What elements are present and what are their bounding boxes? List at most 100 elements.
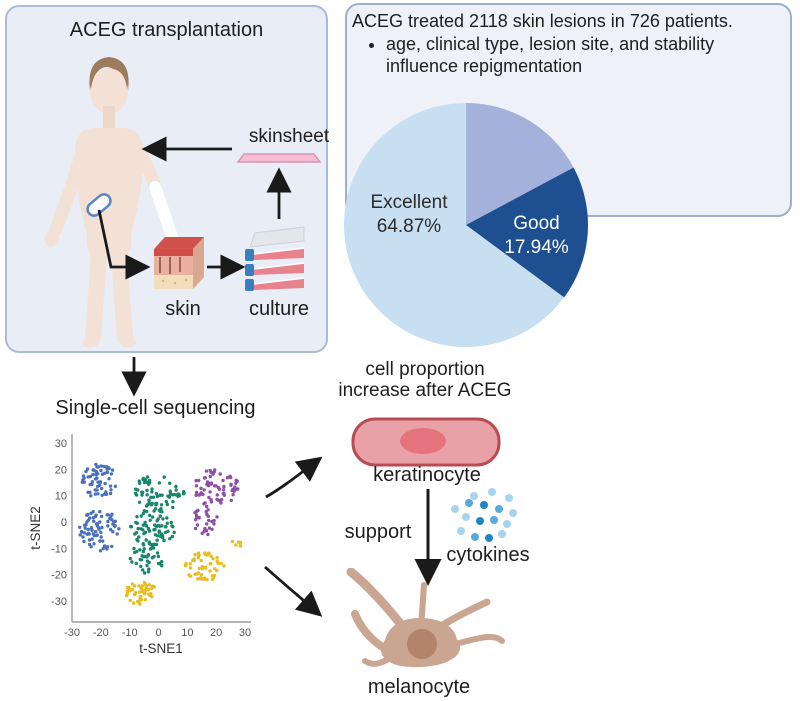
depigmented-forearm bbox=[149, 181, 179, 246]
cluster-yellow-point bbox=[206, 551, 211, 555]
cluster-green-point bbox=[182, 491, 186, 495]
cluster-green-point bbox=[141, 511, 146, 516]
cytokine-dot bbox=[457, 527, 465, 535]
skin-hypodermis bbox=[154, 275, 193, 289]
cluster-green-point bbox=[154, 492, 159, 496]
cluster-yellow-point bbox=[203, 552, 208, 557]
x-tick-label: -10 bbox=[122, 627, 138, 639]
cluster-purple-point bbox=[217, 487, 222, 491]
cluster-yellow-point bbox=[189, 574, 193, 578]
cluster-green-point bbox=[152, 528, 156, 532]
cluster-blue-point bbox=[107, 466, 111, 470]
flask-edge bbox=[252, 277, 305, 285]
cluster-green-point bbox=[158, 534, 163, 538]
cluster-blue-point bbox=[78, 533, 82, 537]
cluster-green-point bbox=[147, 498, 151, 503]
cytokine-dot bbox=[476, 517, 484, 525]
cluster-blue-point bbox=[106, 519, 110, 524]
cluster-yellow-point bbox=[197, 576, 202, 581]
keratinocyte-nucleus bbox=[400, 428, 446, 454]
cluster-blue-point bbox=[102, 464, 106, 469]
neck bbox=[103, 106, 115, 128]
cluster-green-point bbox=[157, 481, 162, 485]
sequencing-heading: Single-cell sequencing bbox=[55, 397, 256, 419]
cluster-purple-point bbox=[195, 508, 200, 513]
cluster-green-point bbox=[150, 487, 154, 491]
cluster-purple-point bbox=[210, 519, 214, 524]
cluster-blue-point bbox=[82, 523, 87, 527]
cluster-blue-point bbox=[111, 530, 115, 534]
cluster-blue-point bbox=[82, 539, 86, 544]
cluster-purple-point bbox=[194, 484, 199, 488]
cluster-yellow-point bbox=[147, 583, 151, 587]
cluster-blue-point bbox=[91, 532, 95, 536]
cell-proportion-line2: increase after ACEG bbox=[338, 380, 512, 401]
cluster-green-point bbox=[158, 514, 162, 518]
cluster-yellow-point bbox=[144, 584, 149, 588]
cluster-blue-point bbox=[97, 527, 101, 531]
cluster-green-point bbox=[150, 515, 155, 519]
cluster-yellow-point bbox=[219, 561, 223, 566]
skin-label: skin bbox=[165, 298, 201, 320]
cluster-green-point bbox=[147, 541, 152, 546]
cluster-yellow-point bbox=[193, 572, 197, 576]
cluster-blue-point bbox=[105, 470, 110, 474]
cluster-blue-point bbox=[98, 510, 102, 514]
flask-cap bbox=[245, 264, 254, 276]
cluster-yellow-point bbox=[215, 559, 219, 564]
cluster-purple-point bbox=[207, 526, 212, 530]
cluster-purple-point bbox=[206, 532, 210, 537]
cluster-blue-point bbox=[94, 513, 98, 517]
x-tick-label: 20 bbox=[210, 627, 222, 639]
cluster-blue-point bbox=[106, 545, 110, 549]
cytokine-dot bbox=[462, 513, 470, 521]
cluster-green-point bbox=[141, 549, 145, 554]
cluster-green-point bbox=[154, 542, 159, 547]
cluster-blue-point bbox=[88, 474, 93, 479]
cluster-green-point bbox=[142, 509, 146, 513]
cluster-green-point bbox=[139, 558, 144, 562]
cluster-purple-point bbox=[201, 492, 205, 497]
cluster-blue-point bbox=[101, 546, 105, 551]
cluster-yellow-point bbox=[199, 558, 203, 563]
cluster-yellow-point bbox=[125, 589, 130, 594]
y-axis-title: t-SNE2 bbox=[28, 506, 43, 550]
cluster-green-point bbox=[157, 529, 161, 533]
culture-label: culture bbox=[248, 298, 310, 320]
pie-chart bbox=[343, 103, 588, 347]
cluster-yellow-point bbox=[204, 566, 208, 570]
right-leg bbox=[85, 239, 107, 345]
cluster-green-point bbox=[145, 475, 150, 479]
cluster-green-point bbox=[160, 510, 164, 514]
flask-media bbox=[253, 263, 304, 275]
cell-proportion-heading: cell proportion increase after ACEG bbox=[330, 359, 520, 401]
cluster-green-point bbox=[144, 538, 148, 542]
cluster-green-point bbox=[145, 559, 150, 563]
cluster-green-point bbox=[162, 538, 166, 543]
cluster-purple-point bbox=[210, 527, 214, 531]
cluster-blue-point bbox=[108, 484, 113, 488]
cluster-purple-point bbox=[202, 502, 206, 506]
cluster-purple-point bbox=[231, 487, 235, 492]
cluster-blue-point bbox=[88, 482, 92, 487]
cluster-yellow-point bbox=[128, 598, 132, 603]
cluster-blue-point bbox=[93, 492, 98, 496]
cluster-purple-point bbox=[195, 523, 200, 527]
cluster-green-point bbox=[155, 494, 160, 499]
cluster-green-point bbox=[145, 563, 149, 568]
cluster-blue-point bbox=[84, 469, 88, 474]
cytokine-dot bbox=[495, 505, 503, 513]
cluster-green-point bbox=[143, 520, 147, 525]
cluster-blue-point bbox=[100, 493, 104, 497]
cluster-blue-point bbox=[83, 526, 87, 530]
cluster-green-point bbox=[154, 501, 159, 506]
pie-label-excellent-name: Excellent bbox=[370, 192, 448, 213]
cluster-purple-point bbox=[219, 498, 224, 502]
fat-cell bbox=[173, 281, 177, 285]
cluster-yellow-point bbox=[130, 582, 135, 586]
cluster-green-point bbox=[143, 523, 147, 527]
cluster-blue-point bbox=[101, 539, 105, 543]
cluster-green-point bbox=[134, 487, 138, 491]
cluster-green-point bbox=[157, 561, 162, 566]
cluster-blue-point bbox=[94, 529, 98, 534]
